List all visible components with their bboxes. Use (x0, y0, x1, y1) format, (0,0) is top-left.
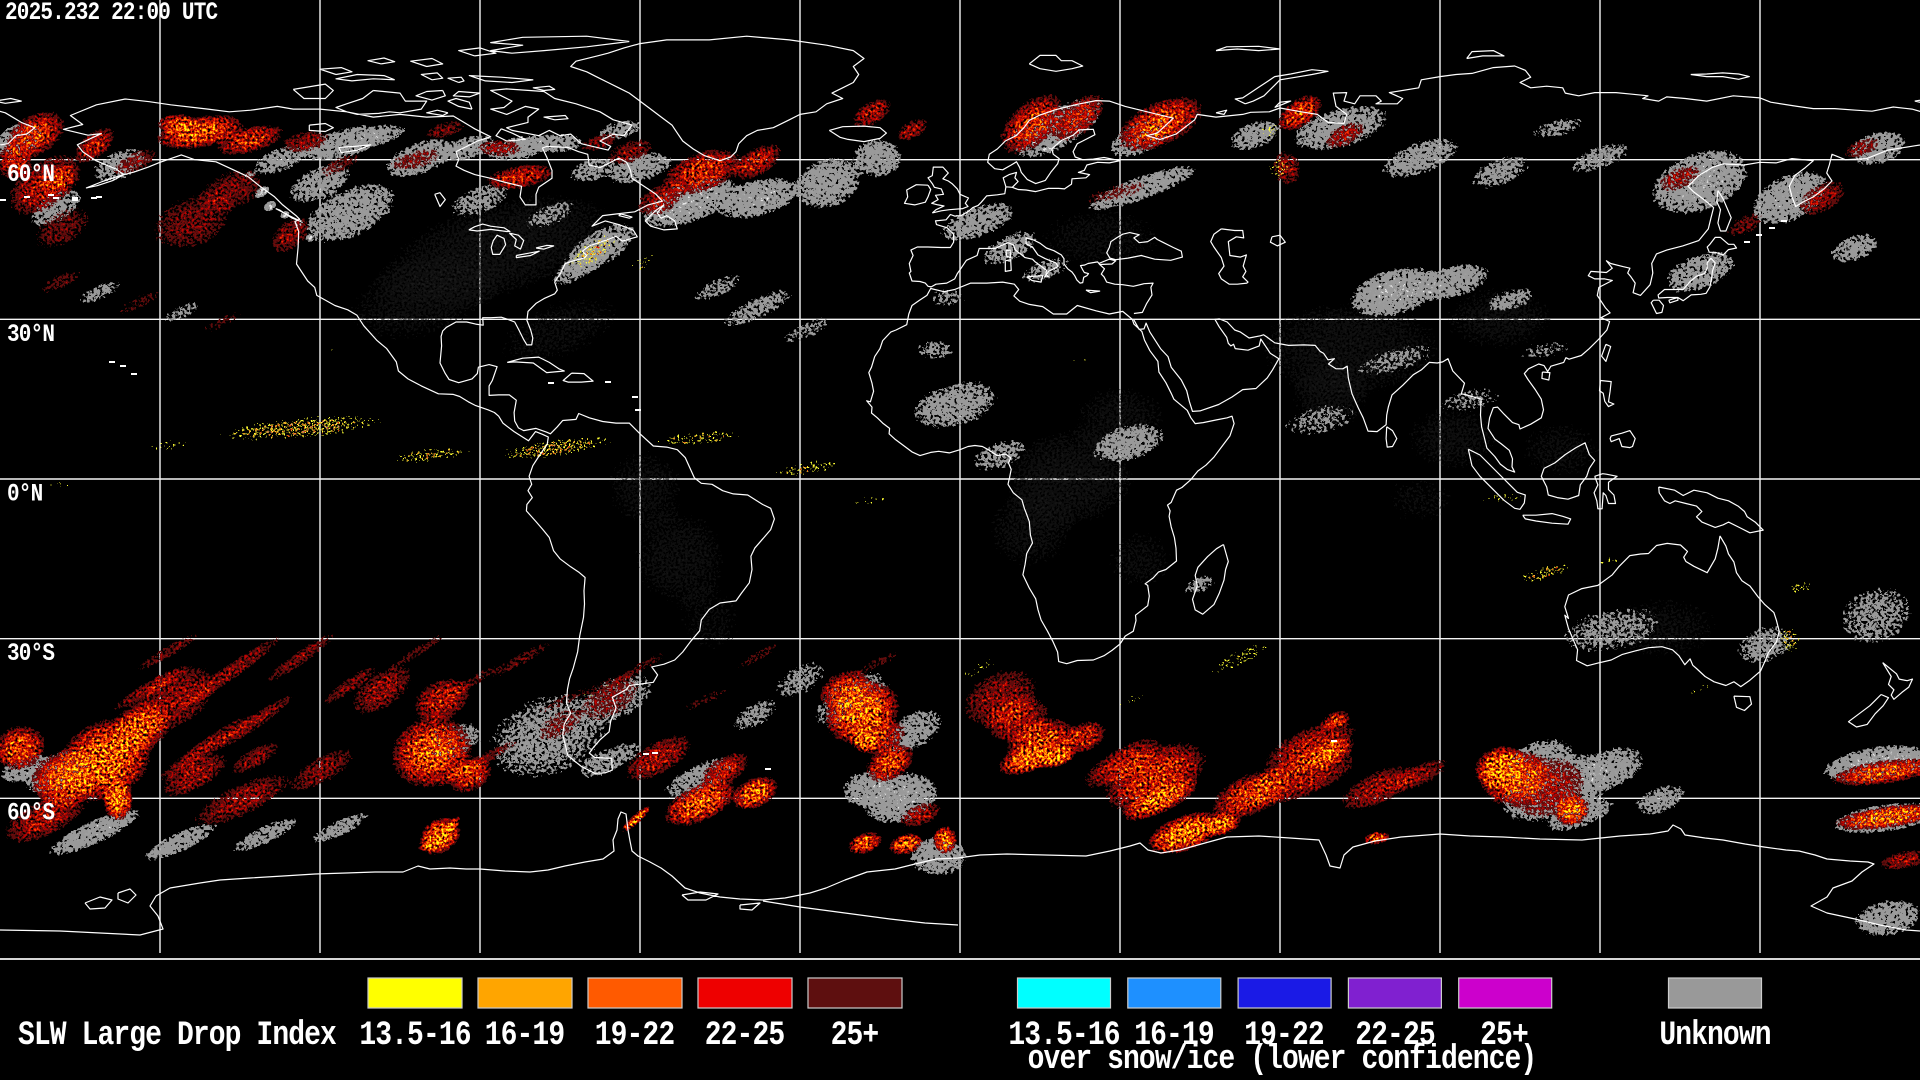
svg-text:60°N: 60°N (7, 161, 54, 189)
svg-text:16-19: 16-19 (1134, 1017, 1213, 1055)
svg-text:16-19: 16-19 (485, 1017, 564, 1055)
svg-text:13.5-16: 13.5-16 (1008, 1017, 1119, 1055)
svg-text:13.5-16: 13.5-16 (359, 1017, 470, 1055)
svg-text:30°S: 30°S (7, 639, 55, 667)
svg-text:60°S: 60°S (7, 799, 55, 827)
svg-text:22-25: 22-25 (1355, 1017, 1435, 1055)
svg-text:19-22: 19-22 (595, 1017, 674, 1055)
svg-text:19-22: 19-22 (1244, 1017, 1323, 1055)
svg-text:0°N: 0°N (7, 480, 42, 508)
svg-text:30°N: 30°N (7, 320, 54, 348)
svg-text:22-25: 22-25 (705, 1017, 785, 1055)
svg-text:over snow/ice (lower confidenc: over snow/ice (lower confidence) (1028, 1041, 1537, 1079)
svg-text:25+: 25+ (831, 1017, 879, 1055)
svg-text:SLW Large Drop Index: SLW Large Drop Index (18, 1017, 336, 1055)
svg-text:2025.232 22:00 UTC: 2025.232 22:00 UTC (5, 0, 218, 27)
svg-text:Unknown: Unknown (1659, 1017, 1770, 1055)
svg-text:25+: 25+ (1480, 1017, 1528, 1055)
